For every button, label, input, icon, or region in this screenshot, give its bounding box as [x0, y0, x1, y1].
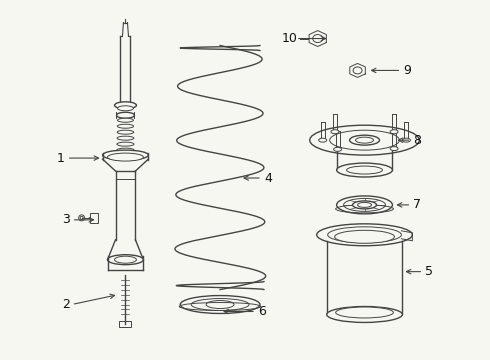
Ellipse shape	[402, 138, 410, 142]
Ellipse shape	[337, 196, 392, 214]
Ellipse shape	[349, 135, 379, 145]
Ellipse shape	[102, 150, 148, 160]
Ellipse shape	[353, 201, 376, 209]
Ellipse shape	[107, 153, 144, 161]
Text: 2: 2	[62, 298, 70, 311]
Ellipse shape	[117, 148, 134, 152]
Ellipse shape	[337, 163, 392, 177]
Text: 4: 4	[264, 171, 272, 185]
Text: 6: 6	[258, 305, 266, 318]
Ellipse shape	[180, 296, 260, 314]
Ellipse shape	[107, 255, 144, 265]
Ellipse shape	[117, 142, 134, 146]
Ellipse shape	[117, 136, 134, 140]
Ellipse shape	[318, 138, 327, 142]
Ellipse shape	[346, 166, 383, 174]
Ellipse shape	[335, 230, 394, 243]
Ellipse shape	[118, 118, 133, 122]
Ellipse shape	[336, 307, 393, 318]
Text: 3: 3	[62, 213, 70, 226]
Ellipse shape	[343, 198, 386, 211]
Ellipse shape	[390, 130, 398, 134]
Text: 8: 8	[414, 134, 421, 147]
Text: 5: 5	[425, 265, 433, 278]
Ellipse shape	[206, 301, 234, 309]
Text: 10: 10	[282, 32, 298, 45]
Bar	[90, 213, 98, 223]
Bar	[120, 321, 131, 328]
Ellipse shape	[117, 112, 134, 118]
Ellipse shape	[334, 147, 342, 151]
Ellipse shape	[191, 298, 249, 310]
Ellipse shape	[328, 227, 401, 243]
Ellipse shape	[115, 102, 136, 109]
Text: 1: 1	[57, 152, 65, 165]
Ellipse shape	[331, 130, 339, 134]
Ellipse shape	[118, 106, 133, 111]
Text: 9: 9	[403, 64, 411, 77]
Ellipse shape	[115, 256, 136, 263]
Ellipse shape	[358, 202, 371, 207]
Ellipse shape	[117, 130, 134, 134]
Ellipse shape	[356, 137, 373, 143]
Ellipse shape	[390, 147, 398, 150]
Ellipse shape	[117, 124, 134, 128]
Ellipse shape	[317, 224, 413, 246]
Ellipse shape	[310, 125, 419, 155]
Text: 7: 7	[414, 198, 421, 211]
Ellipse shape	[327, 306, 402, 323]
Ellipse shape	[330, 130, 399, 150]
